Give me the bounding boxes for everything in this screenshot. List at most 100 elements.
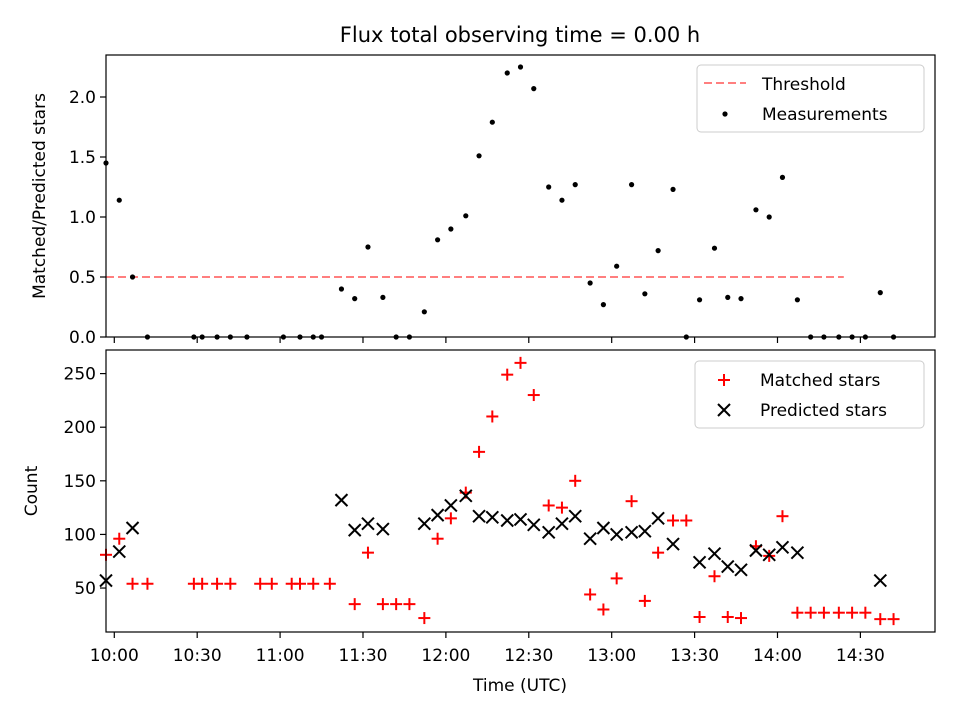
matched-star-point — [638, 594, 651, 607]
matched-star-point — [196, 577, 209, 590]
predicted-star-point — [568, 509, 582, 523]
measurement-point — [628, 182, 635, 188]
y-tick-label: 250 — [64, 365, 96, 385]
x-tick-label: 12:30 — [504, 646, 553, 666]
measurement-point — [614, 263, 620, 269]
ratio-y-axis-label: Matched/Predicted stars — [30, 93, 50, 299]
matched-star-point — [667, 514, 680, 527]
predicted-star-point — [775, 540, 790, 554]
measurement-point — [655, 248, 661, 254]
matched-star-point — [254, 577, 267, 590]
predicted-star-point — [485, 510, 500, 524]
matched-star-point — [501, 368, 514, 381]
y-tick-label: 200 — [64, 418, 96, 438]
matched-star-point — [652, 546, 665, 559]
measurement-point — [476, 153, 482, 159]
predicted-star-point — [334, 493, 349, 507]
matched-legend-label: Matched stars — [760, 371, 880, 391]
predicted-star-point — [609, 527, 624, 542]
x-tick-label: 12:00 — [421, 646, 470, 666]
measurement-point — [753, 207, 759, 213]
x-tick-label: 10:00 — [90, 646, 139, 666]
measurement-point — [338, 286, 345, 292]
matched-star-point — [418, 612, 431, 625]
measurement-point — [463, 213, 469, 219]
predicted-star-point — [734, 563, 748, 577]
matched-star-point — [431, 532, 444, 545]
matched-star-point — [361, 546, 374, 559]
measurements-legend-label: Measurements — [762, 105, 888, 125]
measurement-point — [877, 290, 883, 296]
measurement-point — [421, 309, 427, 315]
predicted-star-point — [361, 516, 375, 531]
matched-star-point — [293, 577, 306, 590]
measurement-point — [448, 226, 454, 232]
count-legend-box — [694, 360, 925, 429]
y-tick-label: 1.0 — [69, 208, 96, 228]
predicted-star-point — [790, 545, 805, 560]
matched-star-point — [708, 570, 721, 583]
matched-star-point — [846, 606, 859, 619]
ratio-panel: 0.00.51.01.52.0 Matched/Predicted stars … — [30, 54, 936, 348]
matched-star-point — [265, 577, 278, 590]
matched-star-point — [555, 501, 568, 514]
matched-star-point — [141, 577, 154, 590]
predicted-star-point — [651, 511, 665, 526]
measurement-point — [504, 70, 510, 76]
y-tick-label: 2.0 — [69, 88, 96, 108]
ratio-legend: Threshold Measurements — [696, 64, 925, 133]
measurement-point — [587, 280, 593, 286]
measurement-point — [546, 184, 552, 190]
predicted-star-point — [500, 513, 514, 528]
matched-star-point — [569, 474, 582, 487]
predicted-star-point — [624, 525, 639, 539]
matched-star-point — [817, 606, 830, 619]
measurement-point — [572, 182, 578, 188]
matched-star-point — [307, 577, 320, 590]
measurement-point — [766, 214, 772, 220]
x-tick-label: 13:30 — [670, 646, 719, 666]
predicted-star-point — [347, 523, 362, 537]
measurement-point — [642, 291, 648, 297]
matched-star-point — [721, 610, 734, 623]
measurement-point — [489, 119, 495, 125]
measurement-point — [794, 297, 800, 303]
measurement-point — [779, 174, 786, 180]
chart-title: Flux total observing time = 0.00 h — [340, 23, 700, 47]
count-panel: 50 100 150 200 250 10:00 10:30 11:00 11:30 12:00… — [22, 349, 936, 696]
predicted-star-point — [417, 516, 432, 531]
predicted-star-point — [596, 521, 611, 535]
predicted-star-point — [112, 544, 126, 559]
ratio-axes-frame — [105, 54, 936, 338]
measurements-legend-swatch — [722, 111, 728, 117]
count-y-ticks: 50 100 150 200 250 — [64, 365, 106, 599]
matched-star-point — [887, 613, 900, 626]
matched-legend-swatch — [718, 374, 730, 386]
predicted-legend-swatch — [717, 403, 731, 417]
matched-star-point — [211, 577, 224, 590]
measurement-point — [531, 86, 537, 92]
matched-star-point — [832, 606, 845, 619]
y-tick-label: 150 — [64, 472, 96, 492]
matched-star-point — [584, 588, 597, 601]
matched-star-point — [874, 613, 887, 626]
ratio-y-ticks: 0.0 0.5 1.0 1.5 2.0 — [69, 88, 106, 348]
x-tick-label: 10:30 — [173, 646, 222, 666]
predicted-star-point — [472, 509, 486, 523]
predicted-star-point — [376, 522, 390, 536]
measurement-point — [670, 186, 676, 192]
y-tick-label: 1.5 — [69, 148, 96, 168]
measurement-point — [352, 296, 358, 302]
matched-star-point — [113, 532, 126, 545]
count-y-axis-label: Count — [22, 465, 42, 516]
count-x-ticks: 10:00 10:30 11:00 11:30 12:00 12:30 13:00 13:30… — [90, 632, 885, 666]
matched-star-point — [486, 410, 499, 423]
matched-star-point — [376, 598, 389, 611]
matched-star-point — [693, 610, 706, 623]
matched-star-point — [323, 577, 336, 590]
count-axes-frame — [105, 349, 936, 633]
predicted-star-point — [666, 537, 680, 551]
predicted-star-point — [527, 518, 541, 532]
measurement-point — [711, 245, 718, 251]
predicted-star-point — [692, 555, 707, 570]
